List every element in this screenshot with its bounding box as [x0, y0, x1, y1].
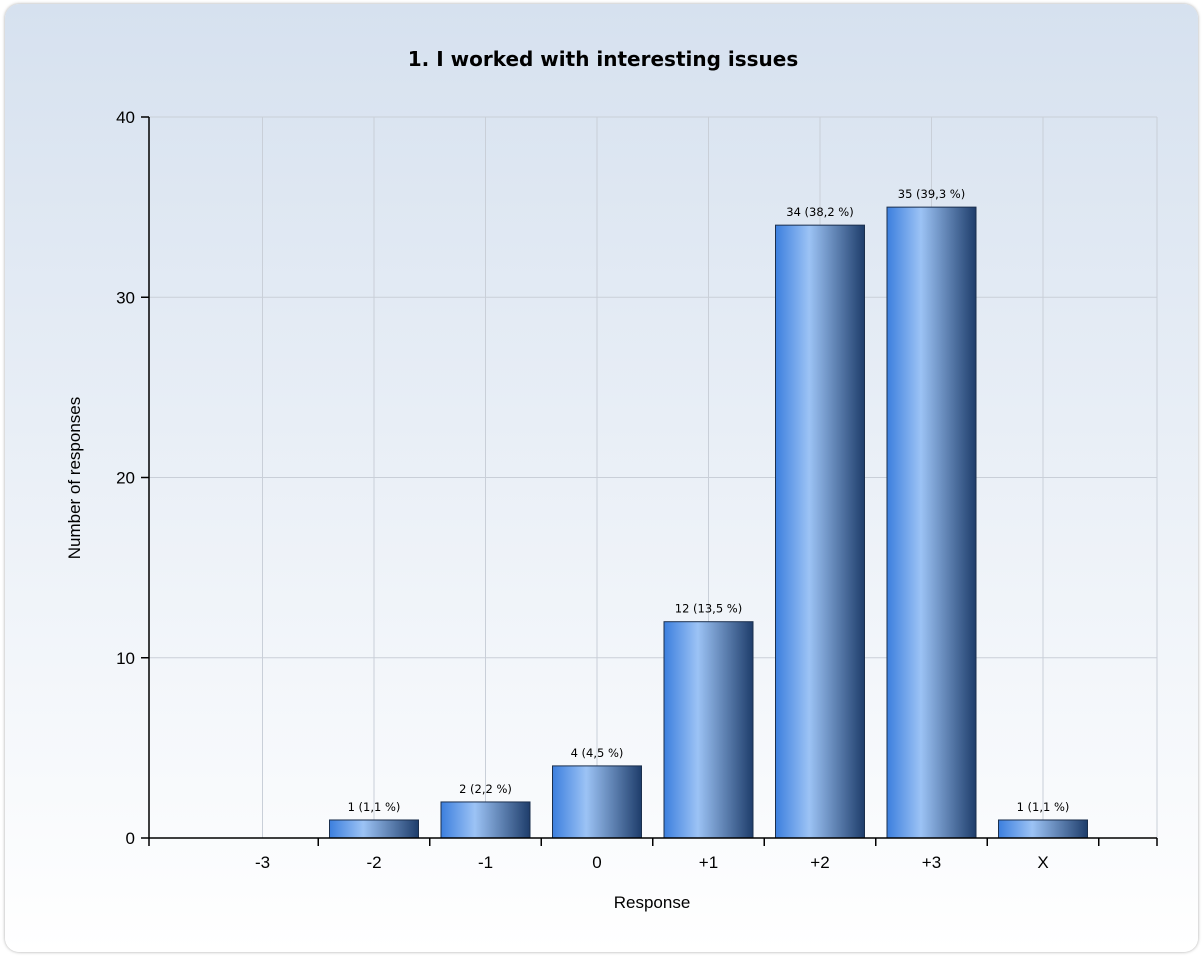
bars — [329, 206, 1088, 839]
data-label: 2 (2,2 %) — [459, 782, 512, 796]
data-label: 35 (39,3 %) — [898, 187, 965, 201]
y-tick-label: 10 — [116, 649, 135, 668]
y-tick-label: 20 — [116, 469, 135, 488]
x-tick-label: +1 — [699, 853, 718, 872]
y-tick-label: 30 — [116, 288, 135, 307]
y-axis-title: Number of responses — [65, 397, 84, 560]
bar — [440, 801, 531, 839]
data-label: 1 (1,1 %) — [348, 800, 401, 814]
y-tick-label: 0 — [126, 829, 135, 848]
x-tick-label: +2 — [810, 853, 829, 872]
bar — [775, 224, 865, 839]
x-tick-label: -3 — [255, 853, 270, 872]
bar — [552, 765, 642, 839]
x-tick-label: -1 — [478, 853, 493, 872]
data-label: 1 (1,1 %) — [1017, 800, 1070, 814]
x-tick-label: X — [1037, 853, 1048, 872]
bar — [886, 206, 977, 839]
grid-lines — [149, 116, 1158, 838]
bar — [663, 621, 754, 839]
bar — [329, 819, 419, 839]
x-tick-label: -2 — [366, 853, 381, 872]
x-axis-title: Response — [614, 893, 691, 912]
data-label: 12 (13,5 %) — [675, 602, 742, 616]
y-tick-label: 40 — [116, 108, 135, 127]
chart-title: 1. I worked with interesting issues — [408, 47, 799, 71]
labels: 1 (1,1 %) 2 (2,2 %) 4 (4,5 %) 12 (13,5 %) 34… — [116, 108, 1069, 872]
bar — [998, 819, 1088, 839]
x-tick-label: +3 — [922, 853, 941, 872]
axes — [141, 116, 1158, 846]
data-label: 4 (4,5 %) — [571, 746, 624, 760]
data-label: 34 (38,2 %) — [786, 205, 853, 219]
x-tick-label: 0 — [592, 853, 601, 872]
